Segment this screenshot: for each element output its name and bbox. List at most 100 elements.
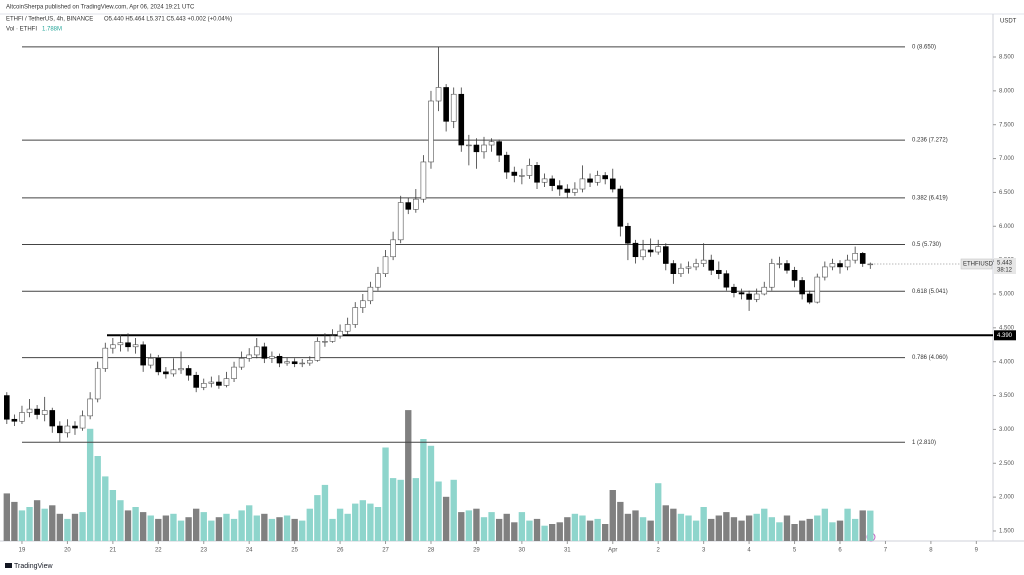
volume-bar [821, 508, 829, 541]
volume-bar [162, 515, 170, 541]
volume-bar [117, 500, 124, 541]
volume-bar [602, 524, 609, 541]
candle-body [625, 225, 631, 244]
candle-body [685, 266, 692, 269]
y-tick-label: 2.500 [999, 461, 1015, 467]
volume-bar [806, 518, 813, 541]
support-label-box [994, 330, 1016, 341]
volume-bar [185, 517, 192, 541]
candles [4, 46, 874, 443]
volume-bar [276, 517, 283, 541]
candle-body [238, 358, 245, 368]
y-tick-label: 4.000 [999, 359, 1015, 365]
candle-body [344, 324, 351, 332]
x-tick-label: 6 [838, 548, 842, 554]
volume-bar [306, 508, 313, 541]
volume-bar [715, 515, 722, 541]
candle-body [806, 293, 813, 303]
x-tick-label: 29 [473, 548, 480, 554]
candle-body [72, 425, 78, 429]
fib-label: 0.382 (6.419) [912, 195, 948, 201]
volume-bar [670, 508, 677, 541]
candle-body [57, 425, 63, 434]
volume-bar [329, 518, 336, 541]
candle-body [253, 346, 260, 356]
candle-body [458, 93, 465, 146]
volume-bar [420, 439, 427, 541]
volume-bar [556, 522, 563, 541]
candle-body [587, 178, 593, 183]
candle-body [420, 161, 427, 200]
ohlc-line: O5.440 H5.464 L5.371 C5.443 +0.002 (+0.0… [104, 17, 232, 23]
candle-body [640, 249, 646, 258]
volume-bar [299, 520, 306, 541]
volume-bar [223, 513, 230, 541]
volume-bar [511, 522, 518, 541]
volume-bar [647, 520, 654, 541]
candle-body [526, 165, 533, 176]
volume-bar [170, 513, 177, 541]
candle-body [110, 344, 116, 349]
candle-body [678, 267, 684, 274]
volume-bar [624, 513, 632, 541]
candle-body [11, 418, 18, 422]
fib-label: 0.5 (5.730) [912, 242, 941, 248]
publisher-line: AltcoinSherpa published on TradingView.c… [6, 5, 195, 11]
volume-bar [662, 505, 669, 541]
candle-body [632, 242, 639, 258]
volume-bar [814, 515, 821, 541]
candle-body [662, 246, 669, 264]
candle-body [844, 259, 851, 268]
candle-body [49, 410, 56, 427]
x-tick-label: 3 [702, 548, 706, 554]
volume-bar [738, 520, 745, 541]
candle-body [541, 178, 548, 183]
candle-body [284, 361, 290, 364]
candle-body [466, 144, 472, 147]
volume-bar [18, 510, 26, 541]
candle-body [731, 286, 737, 293]
candle-body [4, 395, 10, 420]
volume-bar [177, 520, 185, 541]
x-tick-label: 19 [19, 548, 26, 554]
x-tick-label: 24 [246, 548, 253, 554]
candle-body [360, 300, 366, 308]
candle-body [155, 358, 162, 373]
candle-body [306, 360, 313, 364]
volume-bar [200, 512, 207, 541]
volume-bar [594, 518, 601, 541]
volume-bar [700, 507, 707, 541]
volume-bar [442, 496, 450, 541]
candle-body [594, 175, 601, 183]
volume-bar [359, 500, 366, 541]
volume-bar [541, 525, 548, 541]
candle-body [761, 286, 768, 295]
x-tick-label: 4 [747, 548, 751, 554]
fib-label: 1 (2.810) [912, 440, 936, 446]
volume-bar [86, 428, 94, 541]
candle-body [41, 410, 48, 415]
candle-body [79, 415, 86, 429]
volume-bar [261, 513, 268, 541]
candle-body [208, 381, 215, 384]
footer-brand: TradingView [14, 563, 53, 570]
candle-body [329, 335, 336, 342]
candle-body [837, 263, 843, 268]
candle-body [223, 378, 230, 386]
candle-body [450, 93, 457, 122]
volume-bar [215, 517, 223, 541]
volume-bar [692, 520, 700, 541]
candle-body [753, 293, 760, 300]
volume-bar [389, 478, 397, 541]
volume-bar [435, 481, 442, 541]
candle-body [488, 141, 495, 146]
x-tick-label: Apr [608, 548, 617, 554]
volume-bar [655, 483, 662, 541]
currency-label: USDT [1000, 19, 1017, 25]
candle-body [519, 175, 525, 177]
fib-label: 0.236 (7.272) [912, 138, 948, 144]
candle-body [428, 100, 434, 163]
volume-bar [147, 515, 154, 541]
volume-bar [458, 512, 465, 541]
